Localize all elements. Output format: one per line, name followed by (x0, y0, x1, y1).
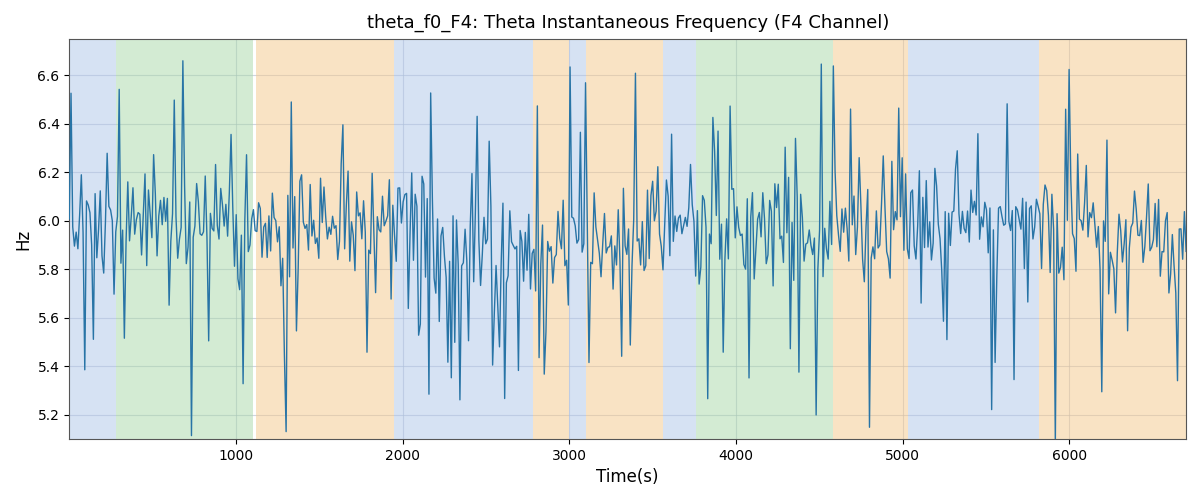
Bar (395, 39, 533, 439)
Bar (1039, 39, 1186, 439)
Bar (256, 39, 395, 439)
Bar (907, 39, 1039, 439)
Bar (833, 39, 907, 439)
X-axis label: Time(s): Time(s) (596, 468, 659, 486)
Bar (70, 39, 116, 439)
Bar (662, 39, 696, 439)
Bar (586, 39, 662, 439)
Title: theta_f0_F4: Theta Instantaneous Frequency (F4 Channel): theta_f0_F4: Theta Instantaneous Frequen… (366, 14, 889, 32)
Bar (116, 39, 253, 439)
Bar (569, 39, 586, 439)
Bar (533, 39, 569, 439)
Y-axis label: Hz: Hz (14, 228, 32, 250)
Bar (696, 39, 833, 439)
